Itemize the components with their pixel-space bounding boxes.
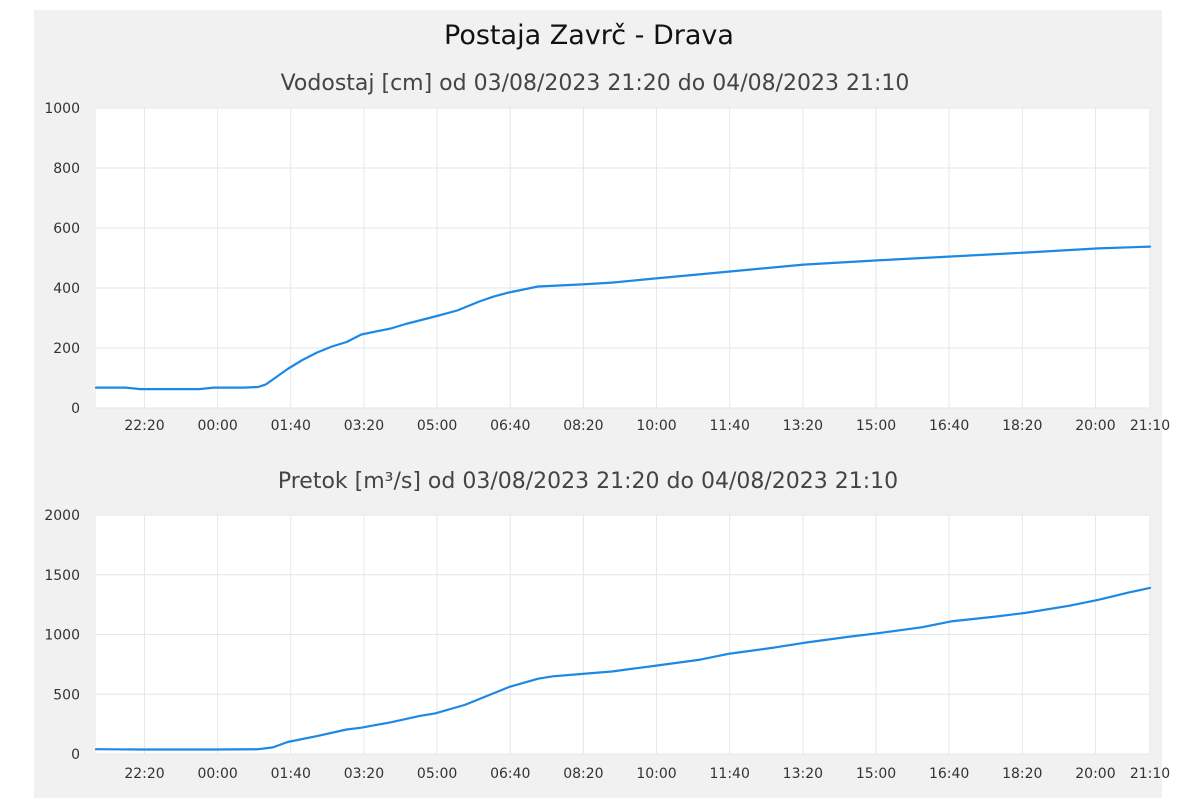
chart-title: Postaja Zavrč - Drava — [444, 20, 734, 51]
pretok-x-tick-label: 08:20 — [563, 766, 603, 782]
pretok-x-tick-label: 11:40 — [710, 766, 750, 782]
vodostaj-y-tick-label: 1000 — [44, 101, 80, 117]
vodostaj-y-tick-label: 0 — [71, 401, 80, 417]
pretok-x-tick-label: 16:40 — [929, 766, 969, 782]
vodostaj-y-tick-label: 400 — [53, 281, 80, 297]
vodostaj-y-tick-label: 800 — [53, 161, 80, 177]
pretok-x-tick-label: 01:40 — [271, 766, 311, 782]
vodostaj-x-tick-label: 00:00 — [197, 418, 237, 434]
pretok-x-tick-label: 06:40 — [490, 766, 530, 782]
pretok-x-tick-label: 13:20 — [783, 766, 823, 782]
vodostaj-x-tick-label: 16:40 — [929, 418, 969, 434]
pretok-x-tick-label: 22:20 — [124, 766, 164, 782]
pretok-x-tick-label: 10:00 — [636, 766, 676, 782]
pretok-y-tick-label: 0 — [71, 747, 80, 763]
vodostaj-x-tick-label: 01:40 — [271, 418, 311, 434]
pretok-x-tick-label: 00:00 — [197, 766, 237, 782]
vodostaj-x-tick-label: 08:20 — [563, 418, 603, 434]
pretok-plot: 0 500 1000 1500 2000 22:20 00:00 01:40 03:20 05:0… — [44, 508, 1170, 782]
pretok-series-line — [94, 586, 1152, 751]
pretok-x-tick-label: 20:00 — [1075, 766, 1115, 782]
vodostaj-x-tick-label: 03:20 — [344, 418, 384, 434]
vodostaj-plot: 0 200 400 600 800 1000 22:20 00:00 01:40 03:20 05:… — [44, 101, 1170, 434]
vodostaj-subtitle: Vodostaj [cm] od 03/08/2023 21:20 do 04/… — [281, 71, 910, 96]
vodostaj-series-line — [94, 245, 1152, 391]
vodostaj-x-tick-label: 13:20 — [783, 418, 823, 434]
pretok-x-tick-label: 05:00 — [417, 766, 457, 782]
vodostaj-x-tick-label: 20:00 — [1075, 418, 1115, 434]
pretok-y-tick-label: 1000 — [44, 628, 80, 644]
pretok-y-tick-label: 2000 — [44, 508, 80, 524]
pretok-x-tick-label: 21:10 — [1130, 766, 1170, 782]
pretok-x-tick-label: 18:20 — [1002, 766, 1042, 782]
vodostaj-y-tick-label: 200 — [53, 341, 80, 357]
pretok-y-tick-label: 500 — [53, 687, 80, 703]
vodostaj-x-tick-label: 18:20 — [1002, 418, 1042, 434]
vodostaj-x-tick-label: 06:40 — [490, 418, 530, 434]
vodostaj-x-tick-label: 21:10 — [1130, 418, 1170, 434]
vodostaj-x-tick-label: 05:00 — [417, 418, 457, 434]
vodostaj-x-tick-label: 22:20 — [124, 418, 164, 434]
vodostaj-x-tick-label: 11:40 — [710, 418, 750, 434]
vodostaj-plot-area — [96, 108, 1150, 408]
pretok-x-tick-label: 03:20 — [344, 766, 384, 782]
vodostaj-y-tick-label: 600 — [53, 221, 80, 237]
pretok-y-tick-label: 1500 — [44, 568, 80, 584]
vodostaj-x-tick-label: 10:00 — [636, 418, 676, 434]
vodostaj-x-tick-label: 15:00 — [856, 418, 896, 434]
plot-layers: 0 200 400 600 800 1000 22:20 00:00 01:40 03:20 05:… — [44, 101, 1170, 782]
pretok-subtitle: Pretok [m³/s] od 03/08/2023 21:20 do 04/… — [278, 469, 898, 494]
pretok-x-tick-label: 15:00 — [856, 766, 896, 782]
